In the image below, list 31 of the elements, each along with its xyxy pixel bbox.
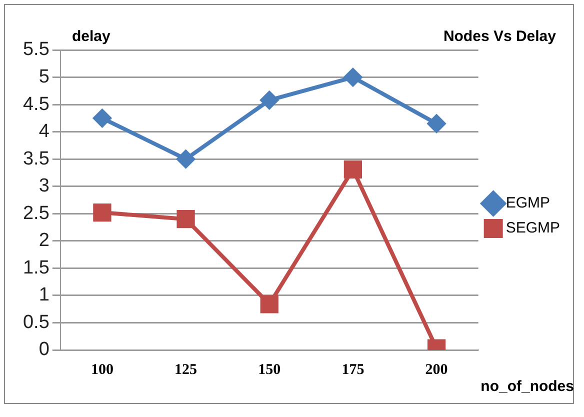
point: [260, 295, 278, 314]
y-tick-label: 1: [38, 284, 50, 306]
x-axis-title: no_of_nodes: [480, 378, 574, 395]
y-tick-label: 4.5: [22, 94, 50, 115]
x-tick-label: 100: [90, 362, 114, 378]
chart-title: Nodes Vs Delay: [443, 28, 556, 45]
x-tick-label: 150: [258, 362, 281, 378]
point: [93, 109, 112, 128]
point: [428, 114, 446, 133]
y-tick-label: 4: [38, 121, 50, 142]
x-tick-label: 125: [174, 362, 198, 378]
x-tick-label: 175: [342, 362, 364, 378]
legend-label: EGMP: [506, 194, 550, 212]
point: [176, 150, 195, 168]
y-tick-label: 2.5: [22, 202, 50, 224]
y-tick-label: 0: [38, 339, 50, 360]
point: [176, 210, 195, 228]
point: [344, 68, 362, 86]
point: [93, 203, 112, 222]
y-tick-label: 3: [38, 176, 50, 197]
point: [344, 160, 362, 179]
y-tick-label: 3.5: [22, 148, 50, 170]
y-tick-label: 5.5: [22, 39, 50, 60]
point: [260, 91, 278, 110]
y-tick-label: 5: [38, 66, 50, 88]
y-tick-label: 2: [38, 230, 50, 252]
y-tick-label: 1.5: [22, 257, 50, 278]
y-axis-title: delay: [72, 28, 110, 45]
y-tick-label: 0.5: [22, 312, 50, 333]
legend-label: SEGMP: [506, 220, 560, 237]
x-tick-label: 200: [425, 362, 448, 378]
